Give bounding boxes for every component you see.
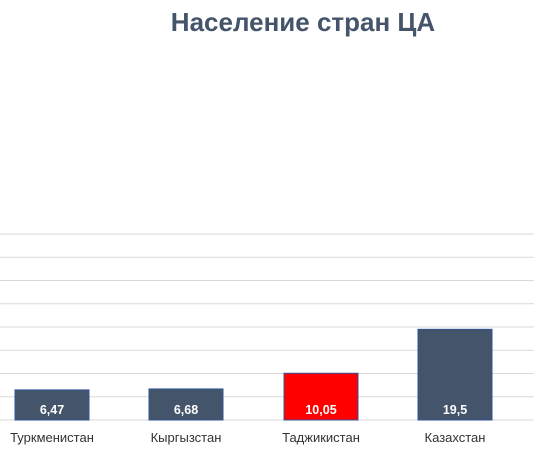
category-label: Кыргызстан: [151, 430, 222, 445]
category-label: Туркменистан: [10, 430, 94, 445]
value-labels: 6,47 6,68 10,05 19,5: [40, 403, 467, 417]
bar-2: [148, 388, 224, 421]
value-label: 10,05: [305, 403, 336, 417]
category-label: Казахстан: [425, 430, 486, 445]
value-label: 19,5: [443, 403, 467, 417]
category-label: Таджикистан: [282, 430, 360, 445]
bars: [14, 328, 493, 421]
value-label: 6,68: [174, 403, 198, 417]
chart-title: Население стран ЦА: [171, 7, 436, 37]
bar-4: [417, 328, 493, 421]
bar-3: [283, 372, 359, 421]
value-label: 6,47: [40, 403, 64, 417]
bar-1: [14, 389, 90, 421]
category-labels: Туркменистан Кыргызстан Таджикистан Казахст…: [10, 430, 485, 445]
